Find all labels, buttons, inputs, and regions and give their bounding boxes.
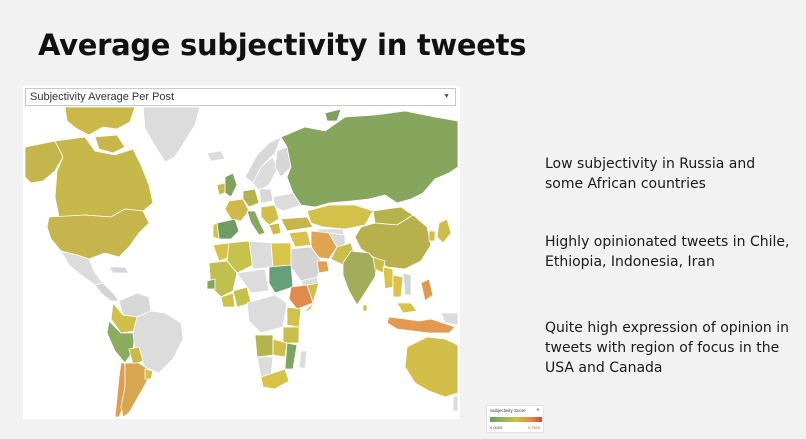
region-malaysia[interactable] <box>396 302 418 314</box>
region-peru[interactable] <box>106 320 136 364</box>
region-japan[interactable] <box>436 218 452 244</box>
insight-text: Highly opinionated tweets in Chile, Ethi… <box>545 234 790 270</box>
chevron-down-icon: ▼ <box>443 93 450 100</box>
region-caribbean[interactable] <box>108 266 130 274</box>
region-somalia[interactable] <box>302 282 320 314</box>
region-senegal[interactable] <box>206 278 216 290</box>
region-portugal[interactable] <box>212 222 220 240</box>
region-india[interactable] <box>342 250 378 306</box>
subjectivity-filter-dropdown[interactable]: Subjectivity Average Per Post ▼ <box>25 88 456 106</box>
legend-min: 0.0000 <box>490 425 503 430</box>
region-new-guinea[interactable] <box>440 312 458 326</box>
region-canada-islands-2[interactable] <box>94 134 126 154</box>
region-russia-island[interactable] <box>324 108 342 122</box>
region-zambia[interactable] <box>272 338 288 358</box>
region-uk[interactable] <box>224 172 238 198</box>
region-ireland[interactable] <box>216 182 226 196</box>
region-central-america[interactable] <box>94 282 120 302</box>
region-brazil[interactable] <box>132 310 184 374</box>
region-finland[interactable] <box>274 146 292 178</box>
region-thailand[interactable] <box>392 274 404 298</box>
region-nepal-bangladesh[interactable] <box>372 256 386 274</box>
world-map-svg <box>25 107 458 417</box>
region-australia[interactable] <box>404 336 458 398</box>
chevron-down-icon: ▼ <box>536 407 540 412</box>
region-iceland[interactable] <box>206 150 226 162</box>
page-title: Average subjectivity in tweets <box>38 28 527 62</box>
legend-color-ramp <box>490 417 542 422</box>
region-chad-niger[interactable] <box>236 268 270 294</box>
region-italy[interactable] <box>246 210 266 236</box>
insight-text: Low subjectivity in Russia and some Afri… <box>545 156 756 192</box>
region-poland[interactable] <box>258 188 274 204</box>
region-china[interactable] <box>354 214 432 270</box>
region-ukraine[interactable] <box>272 192 302 212</box>
region-turkey[interactable] <box>280 216 314 232</box>
region-vietnam[interactable] <box>402 272 412 296</box>
region-egypt[interactable] <box>270 242 292 268</box>
region-indonesia[interactable] <box>386 316 456 334</box>
world-map[interactable] <box>25 107 458 417</box>
region-madagascar[interactable] <box>298 350 308 370</box>
region-kazakhstan[interactable] <box>306 204 374 230</box>
region-usa[interactable] <box>46 208 150 260</box>
region-ethiopia[interactable] <box>288 284 314 310</box>
legend-max: 0.7490 <box>527 425 540 430</box>
color-legend[interactable]: Subjectivity Score ▼ 0.0000 0.7490 <box>486 405 544 433</box>
region-new-zealand[interactable] <box>452 394 458 412</box>
region-sudan[interactable] <box>268 264 294 294</box>
map-visualization: Subjectivity Average Per Post ▼ <box>23 86 460 419</box>
region-libya[interactable] <box>248 240 274 270</box>
region-sri-lanka[interactable] <box>362 304 368 312</box>
region-algeria[interactable] <box>226 240 254 274</box>
region-philippines[interactable] <box>420 278 434 302</box>
dropdown-label: Subjectivity Average Per Post <box>30 91 175 103</box>
region-kenya[interactable] <box>286 306 302 328</box>
region-south-africa[interactable] <box>260 368 290 390</box>
region-russia[interactable] <box>280 110 458 208</box>
region-iraq-syria[interactable] <box>288 230 312 248</box>
region-greece[interactable] <box>268 222 282 236</box>
region-canada-islands[interactable] <box>64 107 136 136</box>
region-korea[interactable] <box>428 230 436 242</box>
region-uruguay[interactable] <box>144 368 154 380</box>
region-gulf-states[interactable] <box>316 260 330 274</box>
insight-text: Quite high expression of opinion in twee… <box>545 320 789 376</box>
region-tanzania[interactable] <box>282 326 300 344</box>
region-greenland[interactable] <box>142 107 201 163</box>
region-myanmar[interactable] <box>382 266 394 290</box>
region-argentina[interactable] <box>120 362 152 417</box>
legend-title: Subjectivity Score <box>490 408 526 413</box>
region-germany[interactable] <box>242 188 260 208</box>
region-central-africa[interactable] <box>246 294 288 334</box>
region-mozambique[interactable] <box>284 342 298 370</box>
region-ghana[interactable] <box>220 292 236 308</box>
region-angola[interactable] <box>254 334 274 358</box>
region-balkans[interactable] <box>260 204 280 226</box>
region-bolivia[interactable] <box>128 346 144 366</box>
region-spain[interactable] <box>216 218 240 240</box>
